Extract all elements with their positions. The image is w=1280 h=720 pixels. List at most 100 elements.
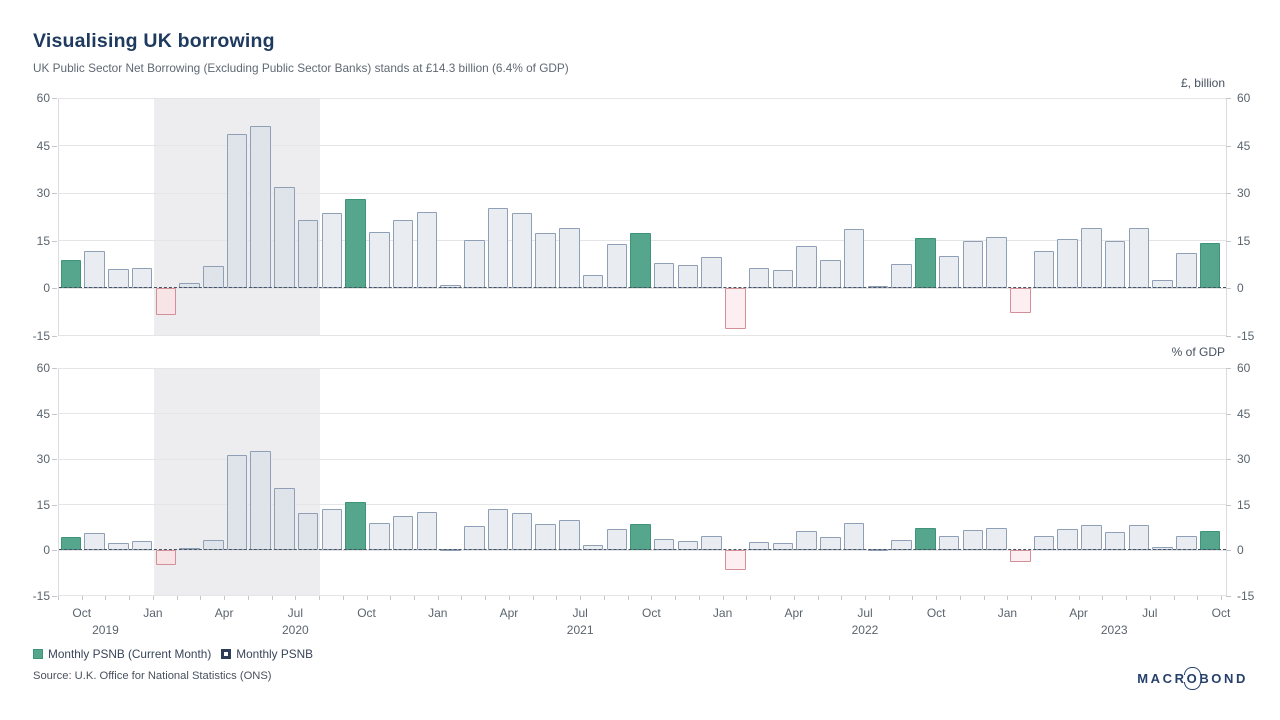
bar-pct-Sep-2020 [345,501,366,550]
y-axis-label-right: 30 [1237,186,1251,200]
y-axis-label-right: 60 [1237,91,1251,105]
x-axis-label: Apr [214,606,234,620]
y-axis-tick [1226,240,1231,242]
y-axis-label-right: -15 [1237,588,1255,603]
bar-gbp-Sep-2023 [1199,242,1221,288]
x-axis-label: Oct [926,606,946,620]
y-axis-tick [52,335,57,337]
bar-pct-May-2020 [250,451,271,550]
bar-gbp-Mar-2023 [1057,238,1078,288]
x-axis-label: Jan [712,606,733,620]
x-axis-minor-tick [1221,596,1222,600]
x-axis-minor-tick [1149,596,1151,600]
bar-pct-Oct-2022 [938,536,960,550]
y-axis-label-left: 60 [36,361,50,375]
x-axis-label: Jan [143,606,163,620]
bar-pct-Sep-2019 [60,536,82,550]
x-axis-minor-tick [912,596,914,600]
bar-pct-Nov-2020 [392,516,414,550]
x-axis-minor-tick [627,596,629,600]
bar-pct-Jun-2023 [1128,524,1150,550]
bar-gbp-Jun-2023 [1128,228,1150,288]
y-axis-tick [1226,413,1231,415]
bar-gbp-Feb-2022 [748,268,770,288]
bar-gbp-Sep-2019 [60,259,82,288]
bar-pct-Oct-2019 [84,533,105,550]
bar-pct-Sep-2023 [1199,530,1221,550]
y-axis-tick [52,240,57,242]
bar-gbp-May-2022 [820,260,841,288]
x-axis-year-label: 2021 [566,623,594,637]
x-axis-minor-tick [366,596,368,600]
x-axis-minor-tick [1173,596,1175,600]
psnb-gdp-panel [58,367,1227,596]
legend-item-current-month: Monthly PSNB (Current Month) [33,647,211,661]
bar-pct-Jan-2023 [1010,550,1031,563]
y-axis-tick [52,193,57,194]
y-axis-label-right: 45 [1237,406,1251,421]
x-axis-minor-tick [508,596,510,600]
x-axis-year-label: 2023 [1100,623,1128,637]
bar-pct-Sep-2022 [915,527,936,550]
bar-pct-Aug-2021 [606,529,627,550]
x-axis-minor-tick [1054,596,1056,600]
bar-pct-Apr-2020 [226,455,248,550]
x-axis-label: Jul [1142,606,1158,620]
bar-gbp-Jul-2021 [582,274,604,288]
bar-pct-Dec-2022 [986,527,1007,550]
unit-label-billion: £, billion [1180,76,1225,90]
y-axis-label-left: 0 [43,281,50,295]
bar-gbp-Aug-2023 [1176,252,1197,288]
gridline [59,335,1226,336]
y-axis-label-left: 0 [43,543,50,557]
y-axis-label-right: 30 [1237,452,1251,466]
x-axis-label: Apr [499,606,519,620]
y-axis-tick [52,595,57,597]
x-axis-label: Jan [997,606,1018,620]
bar-gbp-Jun-2021 [559,228,580,288]
gridline [59,367,1226,369]
bar-pct-May-2023 [1104,531,1126,550]
x-axis-minor-tick [1102,596,1104,600]
bar-pct-May-2021 [535,524,556,550]
bar-gbp-Dec-2022 [986,237,1007,288]
bar-gbp-Sep-2020 [345,199,366,288]
gridline [59,458,1226,460]
bar-gbp-Dec-2021 [701,257,722,288]
x-axis-label: Jul [857,606,873,620]
x-axis-minor-tick [176,596,178,600]
y-axis-label-left: 45 [36,138,50,153]
bar-pct-Dec-2020 [416,511,438,550]
x-axis-minor-tick [152,596,154,600]
bar-pct-Oct-2020 [369,523,390,550]
bar-pct-Nov-2022 [962,530,984,550]
bar-gbp-Nov-2019 [108,269,129,288]
y-axis-tick [1226,145,1231,147]
x-axis-minor-tick [485,596,487,600]
zero-line [59,287,1226,288]
y-axis-label-right: 0 [1237,543,1244,557]
psnb-billion-panel [58,97,1227,336]
x-axis-minor-tick [414,596,416,600]
bar-pct-Aug-2020 [321,509,343,550]
x-axis-minor-tick [390,596,392,600]
source-note: Source: U.K. Office for National Statist… [33,670,272,682]
x-axis-label: Jul [572,606,588,620]
x-axis-minor-tick [319,596,321,600]
bar-gbp-Nov-2021 [677,264,699,288]
bar-gbp-Oct-2022 [938,256,960,288]
bar-pct-Jan-2020 [155,550,177,565]
y-axis-label-left: 30 [36,186,50,200]
bar-gbp-Apr-2021 [511,212,533,288]
y-axis-label-left: -15 [32,588,50,603]
x-axis-label: Oct [72,606,92,620]
y-axis-tick [1226,595,1231,597]
bar-gbp-Jul-2020 [297,219,319,288]
y-axis-tick [1226,98,1231,99]
x-axis-minor-tick [247,596,249,600]
bar-gbp-May-2020 [250,126,271,288]
bar-gbp-Feb-2021 [464,239,485,288]
x-axis-minor-tick [1197,596,1199,600]
x-axis-year-label: 2020 [281,623,309,637]
